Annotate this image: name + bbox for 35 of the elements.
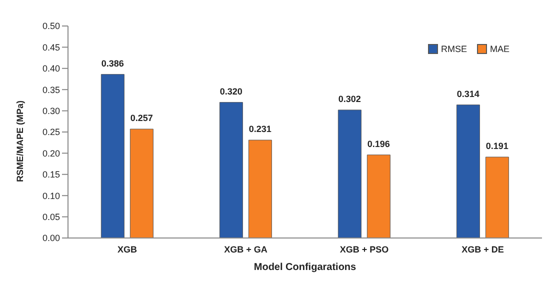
- legend-label: RMSE: [440, 44, 468, 54]
- bar: [338, 110, 362, 238]
- x-tick-label: XGB + PSO: [340, 244, 389, 254]
- bar: [248, 140, 272, 238]
- x-tick-label: XGB: [117, 244, 138, 254]
- data-label: 0.314: [456, 88, 480, 99]
- data-label: 0.320: [220, 86, 242, 96]
- legend-label: MAE: [489, 44, 510, 54]
- y-tick-label: 0.10: [42, 190, 60, 201]
- x-tick-label: XGB + DE: [462, 244, 504, 254]
- x-tick-label: XGB + GA: [224, 244, 268, 254]
- y-tick-label: 0.45: [42, 42, 60, 52]
- bar: [485, 156, 509, 238]
- y-tick-label: 0.20: [42, 148, 60, 158]
- data-label: 0.302: [338, 94, 361, 104]
- data-label: 0.231: [248, 124, 272, 134]
- y-tick-label: 0.25: [42, 127, 60, 138]
- bar: [366, 154, 390, 238]
- y-tick-label: 0.15: [42, 170, 60, 180]
- y-tick-label: 0.35: [42, 84, 60, 95]
- data-label: 0.386: [101, 58, 124, 68]
- data-label: 0.196: [367, 138, 390, 149]
- bar: [100, 74, 124, 238]
- x-axis-title: Model Configarations: [254, 262, 357, 273]
- y-axis-title: RSME/MAPE (MPa): [15, 100, 26, 182]
- data-label: 0.191: [486, 141, 508, 152]
- bar: [130, 128, 154, 238]
- bar: [219, 102, 243, 238]
- y-tick-label: 0.00: [42, 233, 60, 244]
- data-label: 0.257: [130, 113, 153, 124]
- y-tick-label: 0.30: [42, 106, 60, 116]
- y-tick-label: 0.50: [42, 21, 60, 32]
- bar: [456, 104, 480, 238]
- y-tick-label: 0.40: [42, 64, 60, 74]
- y-tick-label: 0.05: [42, 212, 60, 222]
